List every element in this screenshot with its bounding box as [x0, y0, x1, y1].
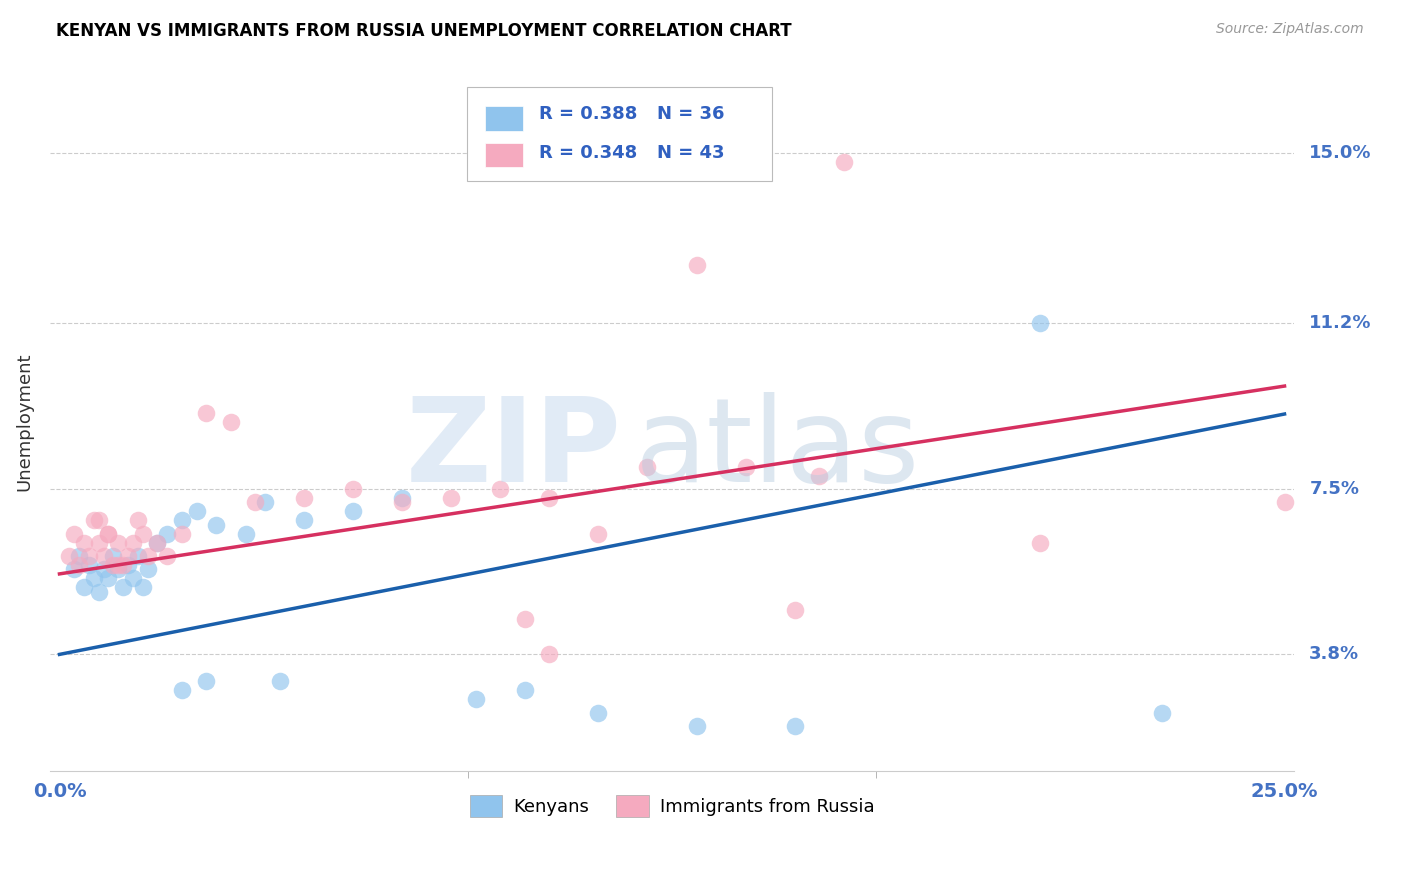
Point	[235, 526, 257, 541]
Point	[219, 415, 242, 429]
FancyBboxPatch shape	[467, 87, 772, 181]
Text: ZIP: ZIP	[406, 392, 623, 508]
Point	[63, 562, 86, 576]
Point	[588, 706, 610, 720]
Point	[205, 517, 228, 532]
Text: N = 36: N = 36	[657, 105, 724, 123]
Point	[127, 549, 149, 563]
Text: N = 43: N = 43	[657, 145, 724, 162]
Point	[195, 674, 218, 689]
Point	[489, 482, 512, 496]
Point	[136, 562, 159, 576]
Point	[117, 549, 139, 563]
Point	[117, 558, 139, 572]
Point	[440, 491, 463, 505]
Point	[87, 584, 110, 599]
Legend: Kenyans, Immigrants from Russia: Kenyans, Immigrants from Russia	[463, 788, 882, 824]
Point	[1274, 495, 1296, 509]
Point	[269, 674, 291, 689]
Point	[93, 562, 115, 576]
Point	[63, 526, 86, 541]
Point	[67, 558, 90, 572]
Point	[93, 549, 115, 563]
Point	[112, 558, 135, 572]
Point	[391, 495, 413, 509]
Point	[87, 513, 110, 527]
Point	[294, 513, 316, 527]
Point	[67, 549, 90, 563]
Point	[77, 558, 100, 572]
Point	[342, 482, 364, 496]
Point	[1150, 706, 1173, 720]
Point	[391, 491, 413, 505]
Point	[342, 504, 364, 518]
Point	[637, 459, 659, 474]
Point	[808, 468, 831, 483]
Point	[186, 504, 208, 518]
Text: atlas: atlas	[634, 392, 920, 508]
Point	[254, 495, 277, 509]
Text: Source: ZipAtlas.com: Source: ZipAtlas.com	[1216, 22, 1364, 37]
Point	[170, 513, 193, 527]
Point	[112, 580, 135, 594]
Point	[156, 549, 179, 563]
Point	[195, 406, 218, 420]
Text: R = 0.388: R = 0.388	[538, 105, 637, 123]
Point	[83, 571, 105, 585]
Text: 15.0%: 15.0%	[1309, 145, 1372, 162]
Point	[136, 549, 159, 563]
Point	[127, 513, 149, 527]
Point	[103, 558, 125, 572]
Point	[588, 526, 610, 541]
Point	[538, 491, 561, 505]
Point	[1028, 317, 1050, 331]
Point	[73, 580, 96, 594]
Point	[146, 535, 169, 549]
Point	[146, 535, 169, 549]
Point	[685, 258, 707, 272]
Point	[170, 526, 193, 541]
Point	[132, 526, 155, 541]
Y-axis label: Unemployment: Unemployment	[15, 352, 32, 491]
Point	[465, 692, 488, 706]
Point	[513, 683, 536, 698]
Text: 7.5%: 7.5%	[1309, 480, 1360, 498]
Point	[83, 513, 105, 527]
Text: 3.8%: 3.8%	[1309, 646, 1360, 664]
Point	[538, 648, 561, 662]
Point	[73, 535, 96, 549]
Point	[294, 491, 316, 505]
Point	[77, 549, 100, 563]
Point	[107, 562, 129, 576]
Point	[1028, 535, 1050, 549]
Point	[103, 549, 125, 563]
Text: KENYAN VS IMMIGRANTS FROM RUSSIA UNEMPLOYMENT CORRELATION CHART: KENYAN VS IMMIGRANTS FROM RUSSIA UNEMPLO…	[56, 22, 792, 40]
FancyBboxPatch shape	[485, 143, 523, 167]
Point	[87, 535, 110, 549]
Point	[122, 571, 145, 585]
Point	[97, 526, 120, 541]
Point	[513, 612, 536, 626]
Point	[734, 459, 756, 474]
Point	[97, 526, 120, 541]
Point	[156, 526, 179, 541]
Point	[832, 155, 855, 169]
Point	[107, 535, 129, 549]
Text: R = 0.348: R = 0.348	[538, 145, 637, 162]
Point	[170, 683, 193, 698]
Point	[122, 535, 145, 549]
Point	[58, 549, 80, 563]
Point	[132, 580, 155, 594]
FancyBboxPatch shape	[485, 106, 523, 131]
Point	[685, 719, 707, 733]
Text: 11.2%: 11.2%	[1309, 315, 1372, 333]
Point	[245, 495, 267, 509]
Point	[783, 602, 806, 616]
Point	[783, 719, 806, 733]
Point	[97, 571, 120, 585]
Point	[107, 558, 129, 572]
